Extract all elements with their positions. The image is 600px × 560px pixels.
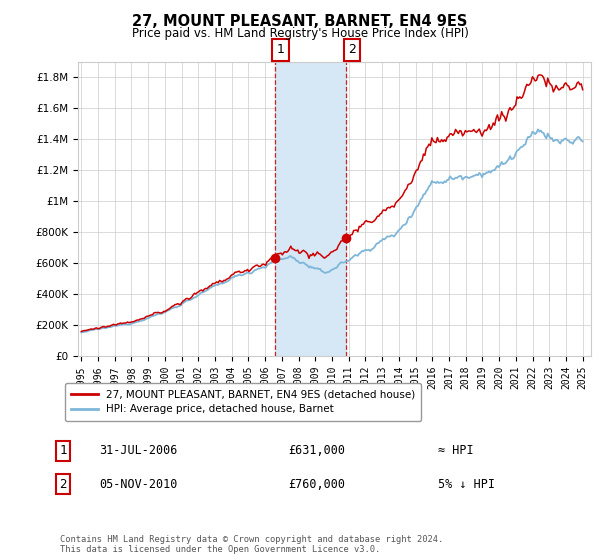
Text: 05-NOV-2010: 05-NOV-2010 [99, 478, 178, 491]
Text: 2: 2 [348, 43, 356, 57]
Text: 31-JUL-2006: 31-JUL-2006 [99, 444, 178, 458]
Text: Contains HM Land Registry data © Crown copyright and database right 2024.
This d: Contains HM Land Registry data © Crown c… [60, 535, 443, 554]
Text: £760,000: £760,000 [288, 478, 345, 491]
Text: 1: 1 [59, 444, 67, 458]
Text: 2: 2 [59, 478, 67, 491]
Text: 5% ↓ HPI: 5% ↓ HPI [438, 478, 495, 491]
Text: Price paid vs. HM Land Registry's House Price Index (HPI): Price paid vs. HM Land Registry's House … [131, 27, 469, 40]
Text: 27, MOUNT PLEASANT, BARNET, EN4 9ES: 27, MOUNT PLEASANT, BARNET, EN4 9ES [133, 14, 467, 29]
Text: ≈ HPI: ≈ HPI [438, 444, 473, 458]
Legend: 27, MOUNT PLEASANT, BARNET, EN4 9ES (detached house), HPI: Average price, detach: 27, MOUNT PLEASANT, BARNET, EN4 9ES (det… [65, 383, 421, 421]
Bar [275, 62, 346, 356]
Text: 1: 1 [277, 43, 284, 57]
Text: £631,000: £631,000 [288, 444, 345, 458]
